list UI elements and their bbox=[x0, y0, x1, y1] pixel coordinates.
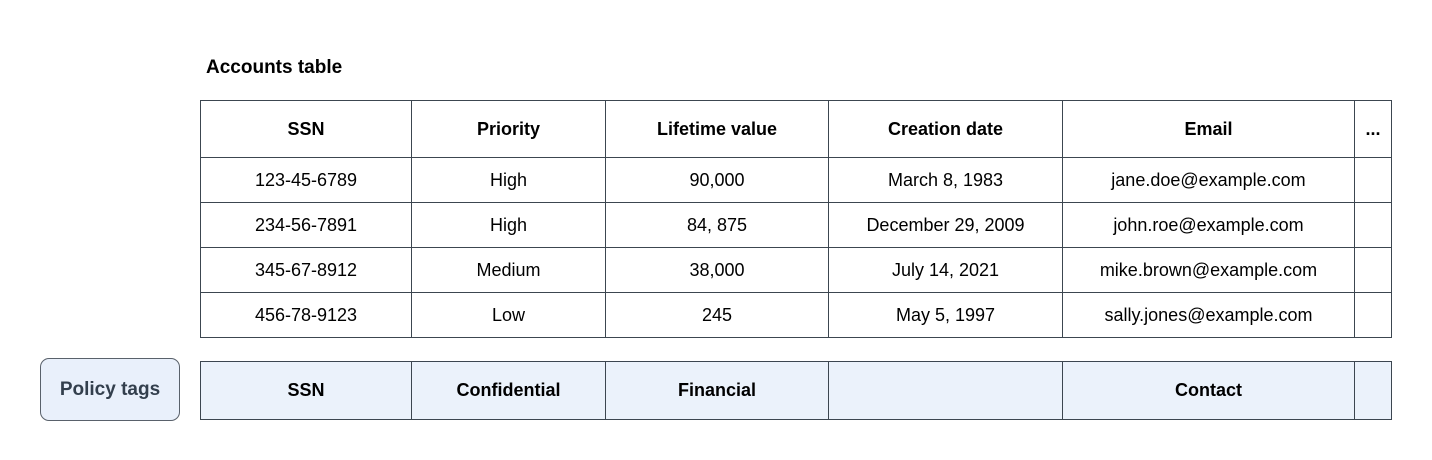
cell-email: john.roe@example.com bbox=[1062, 202, 1355, 248]
cell-more bbox=[1354, 292, 1392, 338]
cell-priority: Medium bbox=[411, 247, 606, 293]
cell-more bbox=[1354, 247, 1392, 293]
column-header-email: Email bbox=[1062, 100, 1355, 158]
cell-lifetime-value: 245 bbox=[605, 292, 829, 338]
policy-tag-financial: Financial bbox=[605, 361, 829, 420]
column-header-lifetime-value: Lifetime value bbox=[605, 100, 829, 158]
policy-tags-row: SSN Confidential Financial Contact bbox=[200, 361, 1392, 420]
cell-lifetime-value: 84, 875 bbox=[605, 202, 829, 248]
policy-tag-confidential: Confidential bbox=[411, 361, 606, 420]
cell-creation-date: July 14, 2021 bbox=[828, 247, 1063, 293]
column-header-priority: Priority bbox=[411, 100, 606, 158]
cell-lifetime-value: 90,000 bbox=[605, 157, 829, 203]
cell-email: sally.jones@example.com bbox=[1062, 292, 1355, 338]
table-row: 456-78-9123 Low 245 May 5, 1997 sally.jo… bbox=[200, 292, 1392, 338]
page-title: Accounts table bbox=[206, 57, 343, 78]
table-header-row: SSN Priority Lifetime value Creation dat… bbox=[200, 100, 1392, 158]
cell-more bbox=[1354, 157, 1392, 203]
column-header-ssn: SSN bbox=[200, 100, 412, 158]
cell-priority: Low bbox=[411, 292, 606, 338]
cell-email: jane.doe@example.com bbox=[1062, 157, 1355, 203]
cell-ssn: 345-67-8912 bbox=[200, 247, 412, 293]
policy-tags-button[interactable]: Policy tags bbox=[40, 358, 180, 421]
table-row: 123-45-6789 High 90,000 March 8, 1983 ja… bbox=[200, 157, 1392, 203]
table-row: 234-56-7891 High 84, 875 December 29, 20… bbox=[200, 202, 1392, 248]
accounts-table: SSN Priority Lifetime value Creation dat… bbox=[200, 100, 1392, 338]
cell-ssn: 123-45-6789 bbox=[200, 157, 412, 203]
policy-tag-cells: SSN Confidential Financial Contact bbox=[200, 361, 1392, 420]
column-header-more-ellipsis: ... bbox=[1354, 100, 1392, 158]
cell-creation-date: December 29, 2009 bbox=[828, 202, 1063, 248]
cell-ssn: 234-56-7891 bbox=[200, 202, 412, 248]
cell-priority: High bbox=[411, 202, 606, 248]
cell-ssn: 456-78-9123 bbox=[200, 292, 412, 338]
policy-tag-ssn: SSN bbox=[200, 361, 412, 420]
column-header-creation-date: Creation date bbox=[828, 100, 1063, 158]
cell-creation-date: March 8, 1983 bbox=[828, 157, 1063, 203]
policy-tag-empty-more bbox=[1354, 361, 1392, 420]
policy-tag-empty bbox=[828, 361, 1063, 420]
cell-more bbox=[1354, 202, 1392, 248]
table-row: 345-67-8912 Medium 38,000 July 14, 2021 … bbox=[200, 247, 1392, 293]
cell-priority: High bbox=[411, 157, 606, 203]
cell-lifetime-value: 38,000 bbox=[605, 247, 829, 293]
policy-tag-contact: Contact bbox=[1062, 361, 1355, 420]
cell-email: mike.brown@example.com bbox=[1062, 247, 1355, 293]
cell-creation-date: May 5, 1997 bbox=[828, 292, 1063, 338]
